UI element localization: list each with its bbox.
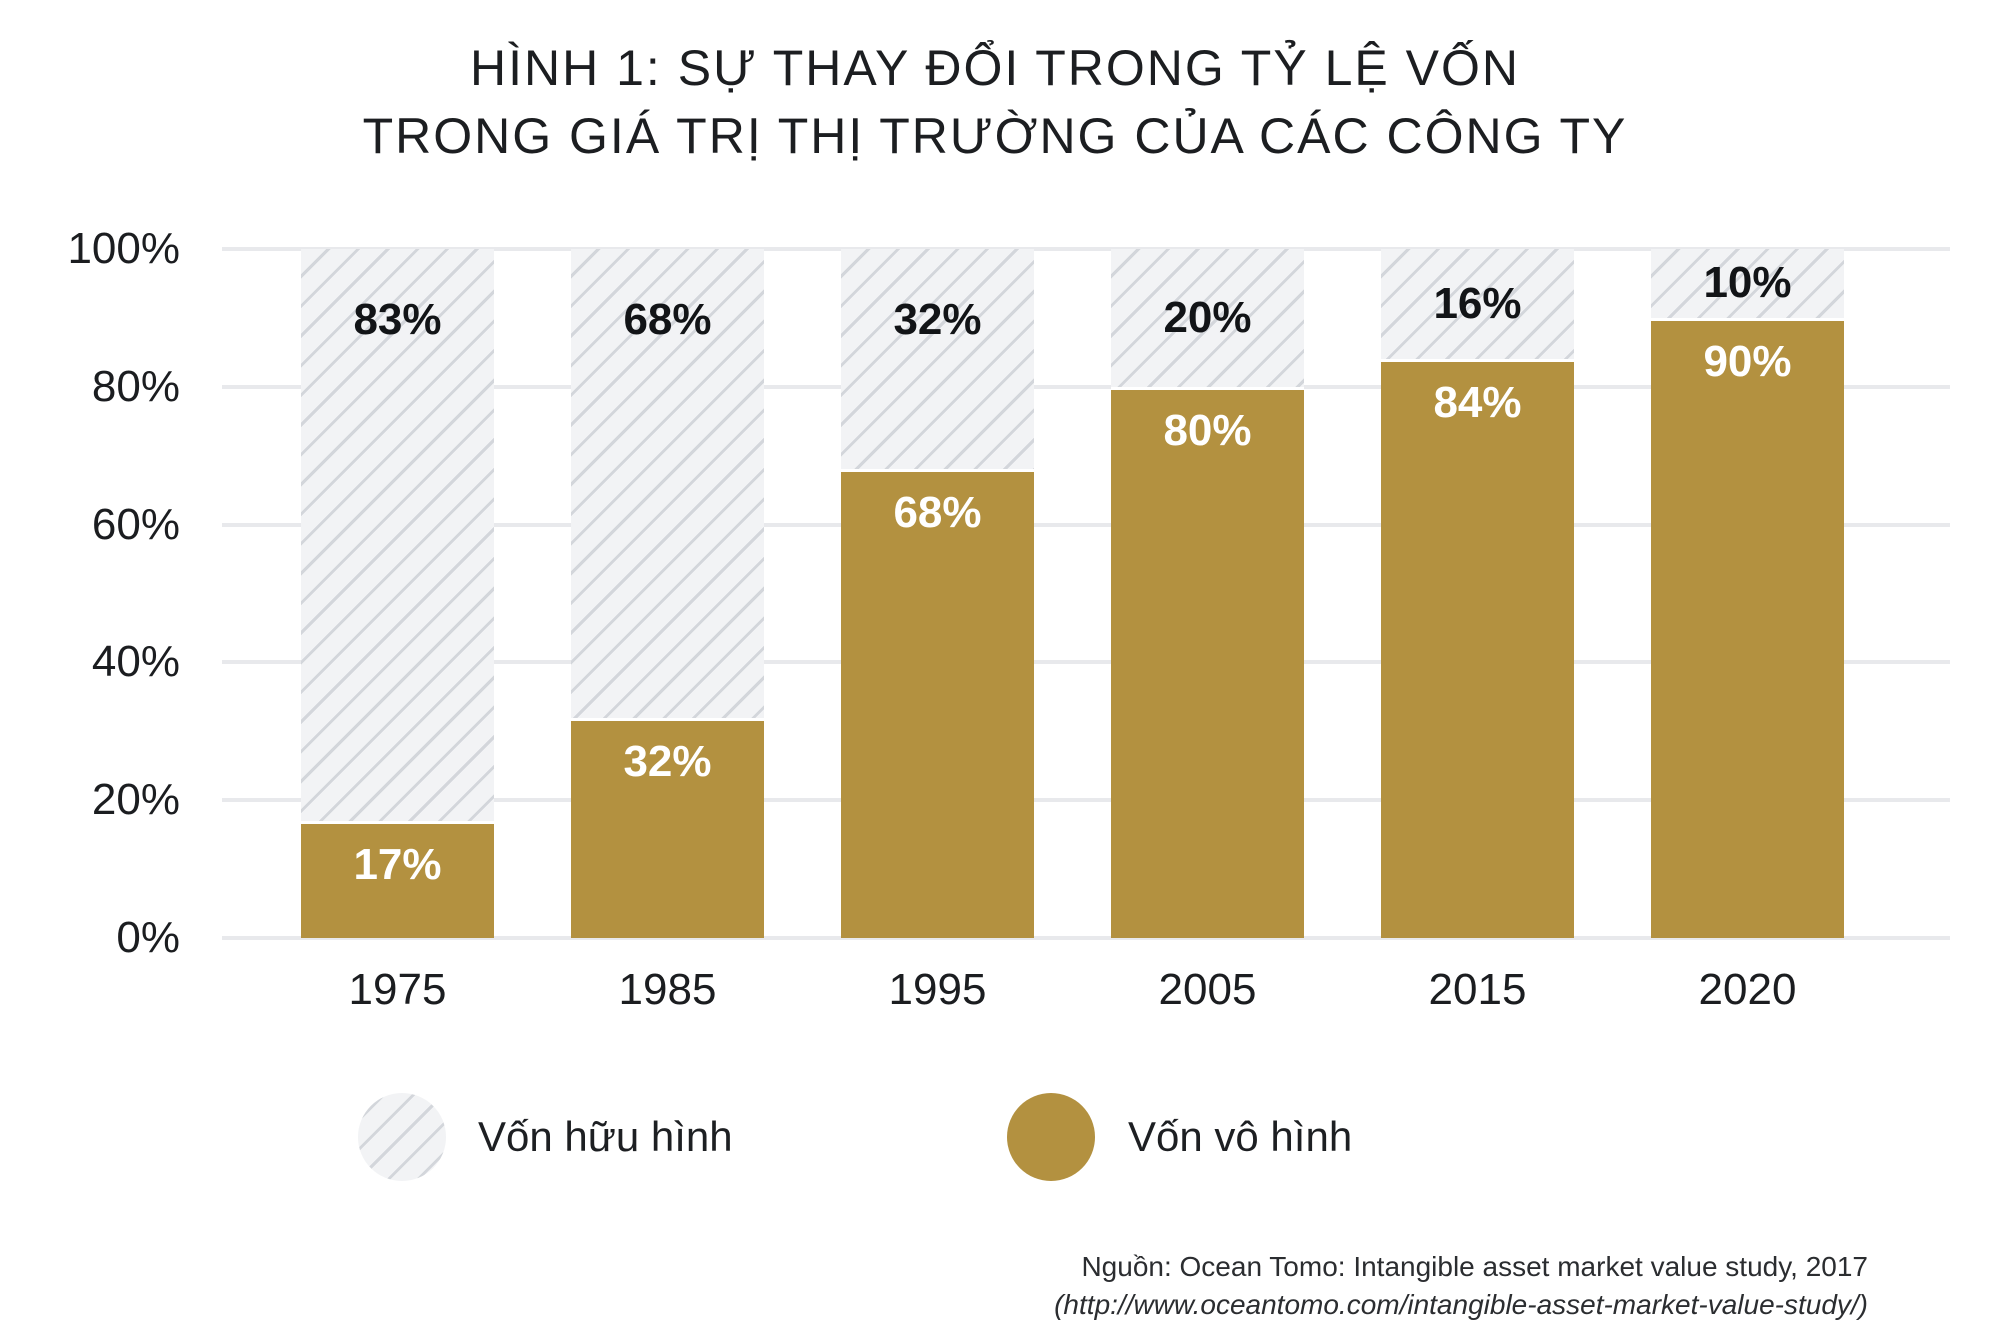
y-axis-label-80%: 80%: [91, 361, 180, 411]
gridline-80%: [222, 384, 1950, 389]
gridline-100%: [222, 247, 1950, 251]
chart-title-line-1: HÌNH 1: SỰ THAY ĐỔI TRONG TỶ LỆ VỐN: [470, 40, 1520, 96]
bar-1995-tangible-value: 32%: [893, 295, 982, 344]
x-axis-label-1975: 1975: [348, 965, 447, 1014]
bar-2020-tangible-value: 10%: [1703, 258, 1792, 308]
legend-swatch-intangible: [1007, 1093, 1095, 1181]
y-axis-label-20%: 20%: [91, 775, 180, 825]
bar-1985-intangible-segment: [571, 717, 764, 938]
bar-1975-tangible-value: 83%: [353, 295, 442, 344]
bar-1995-intangible-value: 68%: [893, 488, 982, 538]
bar-2015-tangible-segment: [1381, 249, 1574, 360]
bar-2020-intangible-segment: [1651, 317, 1844, 938]
x-axis-label-2020: 2020: [1698, 965, 1797, 1014]
bar-1995-tangible-segment: [841, 249, 1034, 470]
y-axis-label-100%: 100%: [67, 224, 180, 273]
legend-label-intangible: Vốn vô hình: [1128, 1113, 1353, 1160]
x-axis-label-1985: 1985: [618, 965, 717, 1014]
chart-title-line-2: TRONG GIÁ TRỊ THỊ TRƯỜNG CỦA CÁC CÔNG TY: [362, 108, 1628, 164]
bar-1985-tangible-segment: [571, 249, 764, 718]
bar-1985-tangible-value: 68%: [623, 295, 712, 344]
bar-1975-intangible-value: 17%: [353, 839, 442, 889]
legend-swatch-tangible: [358, 1093, 446, 1181]
y-axis-label-40%: 40%: [91, 637, 180, 687]
bar-1975-intangible-segment: [301, 820, 494, 938]
x-axis-label-1995: 1995: [888, 965, 987, 1014]
gridline-40%: [222, 660, 1950, 665]
bar-2005-tangible-value: 20%: [1163, 292, 1252, 342]
bar-2015-tangible-value: 16%: [1433, 279, 1522, 329]
y-axis-label-0%: 0%: [116, 913, 180, 962]
gridline-0%: [222, 936, 1950, 940]
bar-2005-intangible-segment: [1111, 386, 1304, 938]
x-axis-label-2005: 2005: [1158, 965, 1257, 1014]
bar-2005-tangible-segment: [1111, 249, 1304, 387]
source-citation: Nguồn: Ocean Tomo: Intangible asset mark…: [1054, 1248, 1868, 1324]
bar-2015-intangible-value: 84%: [1433, 378, 1522, 428]
gridline-20%: [222, 798, 1950, 803]
bar-2020-tangible-segment: [1651, 249, 1844, 318]
bar-1995-intangible-segment: [841, 469, 1034, 938]
chart-title: HÌNH 1: SỰ THAY ĐỔI TRONG TỶ LỆ VỐN TRON…: [0, 34, 1990, 170]
source-url: (http://www.oceantomo.com/intangible-ass…: [1054, 1289, 1868, 1320]
gridline-60%: [222, 522, 1950, 527]
bar-2015-intangible-segment: [1381, 359, 1574, 938]
legend-label-tangible: Vốn hữu hình: [478, 1113, 733, 1160]
source-line: Nguồn: Ocean Tomo: Intangible asset mark…: [1081, 1251, 1868, 1282]
y-axis-label-60%: 60%: [91, 499, 180, 549]
bar-2005-intangible-value: 80%: [1163, 405, 1252, 455]
bar-2020-intangible-value: 90%: [1703, 336, 1792, 386]
bar-1985-intangible-value: 32%: [623, 736, 712, 786]
x-axis-label-2015: 2015: [1428, 965, 1527, 1014]
bar-1975-tangible-segment: [301, 249, 494, 821]
